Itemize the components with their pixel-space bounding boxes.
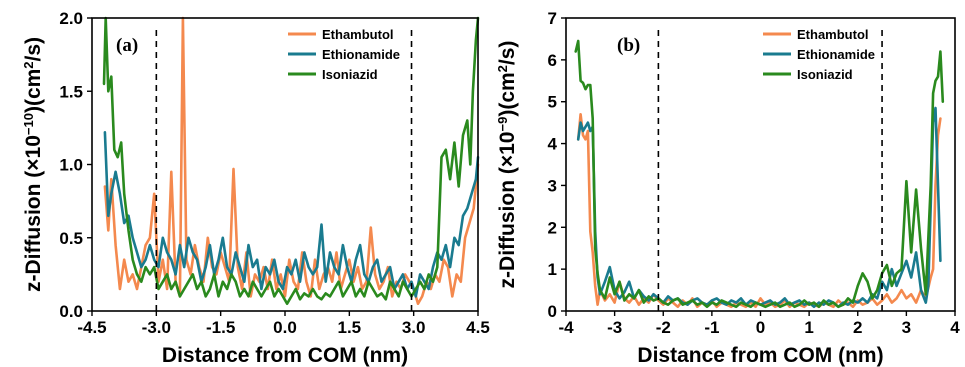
panel-a-series-isoniazid-line — [102, 16, 480, 306]
panel-b-y-axis-label: z-Diffusion (×10−9)(cm2/s) — [495, 41, 520, 289]
panel-a-ylabel-unit: )(cm — [22, 69, 45, 113]
panel-a-ylabel-main: z-Diffusion (×10 — [22, 135, 45, 292]
panel-b-x-tick-label: 1 — [804, 318, 813, 337]
panel-b-legend-label-isoniazid: Isoniazid — [797, 67, 853, 82]
panel-b-series — [574, 39, 945, 309]
panel-b-ylabel-exp: −9 — [495, 117, 510, 132]
panel-a-series-ethambutol-line — [103, 16, 480, 306]
panel-a-y-ticks: 0.0 0.5 1.0 1.5 2.0 — [59, 9, 92, 321]
panel-a-ylabel-tail: /s) — [22, 37, 45, 62]
panel-a-legend-label-isoniazid: Isoniazid — [322, 67, 378, 82]
panel-a-reference-lines — [155, 30, 413, 311]
panel-a-ylabel-unit-exp: 2 — [21, 61, 36, 68]
panel-a-x-tick-label: 4.5 — [466, 318, 490, 337]
panel-b-y-tick-label: 2 — [548, 218, 557, 237]
panel-b-reference-lines — [657, 30, 883, 311]
panel-a-x-tick-label: 1.5 — [338, 318, 362, 337]
panel-b-ylabel-main: z-Diffusion (×10 — [496, 131, 519, 288]
panel-a-y-tick-label: 2.0 — [59, 9, 83, 28]
panel-b-ylabel-tail: /s) — [496, 41, 519, 66]
panel-a-legend-label-ethionamide: Ethionamide — [322, 47, 400, 62]
panel-a-y-tick-label: 0.5 — [59, 229, 83, 248]
panel-b-y-ticks: 0 1 2 3 4 5 6 7 — [548, 9, 566, 321]
panel-b-y-tick-label: 1 — [548, 260, 557, 279]
panel-b-x-tick-label: -2 — [656, 318, 671, 337]
panel-b-y-tick-label: 6 — [548, 51, 557, 70]
panel-b-legend-label-ethambutol: Ethambutol — [797, 27, 869, 42]
panel-a-y-tick-label: 1.5 — [59, 82, 83, 101]
panel-b-legend: Ethambutol Ethionamide Isoniazid — [763, 27, 875, 82]
panel-b-ylabel-unit: )(cm — [496, 72, 519, 116]
panel-a-x-tick-label: -3.0 — [142, 318, 171, 337]
panel-b-y-tick-label: 7 — [548, 9, 557, 28]
panel-a-label: (a) — [116, 35, 138, 56]
panel-a-series — [102, 16, 480, 306]
panel-b-x-tick-label: -1 — [704, 318, 719, 337]
panel-b-label: (b) — [617, 35, 640, 56]
panel-b-x-tick-label: 0 — [756, 318, 765, 337]
panel-a-x-tick-label: 0.0 — [273, 318, 297, 337]
panel-b-y-tick-label: 4 — [548, 135, 558, 154]
panel-b-y-tick-label: 0 — [548, 302, 557, 321]
panel-a-y-axis-label: z-Diffusion (×10−10)(cm2/s) — [21, 37, 46, 292]
panel-a-x-tick-label: -1.5 — [206, 318, 235, 337]
panel-a-y-tick-label: 1.0 — [59, 156, 83, 175]
panel-b-series-isoniazid-line — [574, 39, 945, 309]
panel-a: -4.5 -3.0 -1.5 0.0 1.5 3.0 4.5 0.0 0.5 1.0 1.5 2.0… — [21, 9, 490, 367]
panel-b-ylabel-unit-exp: 2 — [495, 65, 510, 72]
panel-b-y-tick-label: 5 — [548, 93, 557, 112]
panel-b-y-tick-label: 3 — [548, 176, 557, 195]
panel-a-x-ticks: -4.5 -3.0 -1.5 0.0 1.5 3.0 4.5 — [77, 311, 490, 337]
panel-a-legend: Ethambutol Ethionamide Isoniazid — [288, 27, 400, 82]
panel-a-x-tick-label: 3.0 — [402, 318, 426, 337]
panel-a-x-axis-label: Distance from COM (nm) — [162, 344, 408, 367]
panel-b-x-axis-label: Distance from COM (nm) — [637, 344, 883, 367]
panel-a-x-tick-label: -4.5 — [77, 318, 106, 337]
panel-a-y-tick-label: 0.0 — [59, 302, 83, 321]
panel-b-x-tick-label: -3 — [607, 318, 622, 337]
panel-b-legend-label-ethionamide: Ethionamide — [797, 47, 875, 62]
panel-b-plot-frame — [565, 17, 956, 312]
panel-b-x-ticks: -4 -3 -2 -1 0 1 2 3 4 — [558, 311, 960, 337]
panel-b-series-ethambutol-line — [576, 113, 942, 309]
panel-b-x-tick-label: 3 — [902, 318, 911, 337]
panel-b-x-tick-label: -4 — [558, 318, 574, 337]
panel-a-ylabel-exp: −10 — [21, 113, 36, 135]
panel-b-x-tick-label: 4 — [950, 318, 960, 337]
panel-a-plot-frame — [91, 17, 479, 312]
panel-b-series-ethionamide-line — [576, 106, 942, 309]
panel-a-legend-label-ethambutol: Ethambutol — [322, 27, 394, 42]
panel-b-x-tick-label: 2 — [853, 318, 862, 337]
